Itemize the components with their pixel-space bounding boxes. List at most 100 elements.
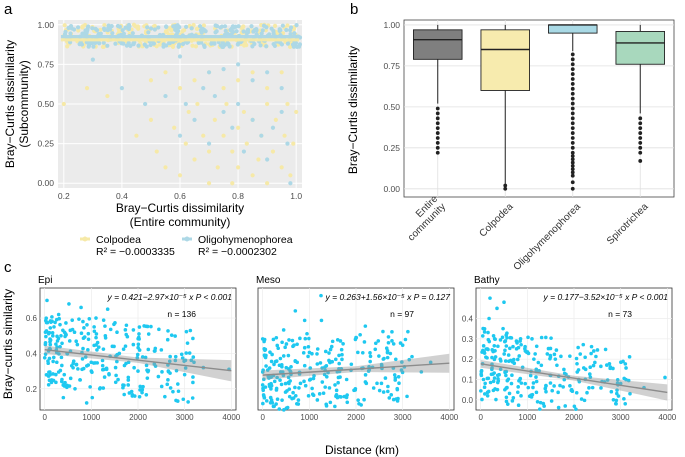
panel-c-point [86,337,91,342]
panel-c-point [345,400,350,405]
panel-c-point [58,322,62,327]
panel-a-point-oligohymenophorea [192,117,197,122]
panel-c-point [590,385,595,390]
panel-c-point [90,395,95,400]
panel-c-x-tick-label: 0 [42,413,47,422]
panel-c-point [322,372,327,377]
panel-c-point [43,318,48,323]
panel-a-point-colpodea [285,23,290,28]
panel-c-point [122,383,126,388]
panel-a-point-oligohymenophorea [250,78,255,83]
panel-c-point [405,394,409,399]
panel-c-x-tick-label: 1000 [300,413,318,422]
panel-c-point [312,373,316,378]
panel-c-point [143,355,148,360]
panel-b-outlier [570,145,575,150]
panel-b-outlier [570,157,575,162]
panel-a-point-oligohymenophorea [148,42,153,48]
panel-c-point [149,324,153,329]
panel-c-point [319,293,323,298]
panel-b-outlier [570,62,575,67]
panel-a-point-oligohymenophorea [117,24,122,29]
panel-c-point [376,339,381,343]
panel-a-point-colpodea [235,165,241,170]
panel-a-point-oligohymenophorea [214,29,219,34]
panel-a-point-oligohymenophorea [152,27,157,32]
panel-a-point-oligohymenophorea [228,27,233,33]
panel-c-point [93,361,97,365]
panel-c-point [568,354,572,358]
panel-c-point [356,398,360,402]
panel-c-point [187,351,192,355]
panel-c-point [562,377,567,382]
panel-c-point [323,385,328,389]
panel-c-point [379,362,384,367]
panel-a-point-oligohymenophorea [171,24,176,29]
panel-a-point-colpodea [224,101,229,107]
panel-a-point-colpodea [230,181,235,186]
panel-c-point [43,330,48,334]
panel-a-point-oligohymenophorea [106,25,111,31]
panel-c-point [511,344,515,349]
panel-c-point [191,336,195,341]
panel-c-point [103,324,107,328]
panel-c-point [72,330,77,335]
panel-c-point [281,354,286,358]
panel-c-point [516,403,521,408]
panel-c-point [282,408,286,412]
panel-c-point [574,407,578,411]
panel-c-point [534,375,538,379]
panel-c-point [492,337,497,341]
panel-c-point [287,381,291,386]
panel-c-point [81,346,85,351]
panel-c-point [281,328,286,332]
panel-c-equation: y = 0.421−2.97×10⁻⁵ x P < 0.001 [107,292,233,302]
panel-c-point [519,394,523,398]
panel-c-point [339,347,344,352]
panel-c-point [50,315,54,319]
panel-c-point [360,350,365,355]
panel-c-point [544,389,548,394]
panel-c-point [512,361,517,366]
panel-c-point [491,349,496,354]
panel-c-point [76,367,80,371]
panel-c-point [320,366,324,370]
panel-c-point [92,329,97,334]
panel-c-point [278,356,283,361]
panel-a-point-colpodea [186,109,191,115]
panel-a-y-tick-label: 0.25 [37,139,54,149]
panel-c-point [54,372,58,377]
panel-c-point [286,375,291,380]
panel-b-outlier [638,141,643,145]
panel-a-point-colpodea [212,117,217,122]
panel-c-point [302,318,307,323]
panel-a-point-oligohymenophorea [126,40,131,46]
panel-c-point [68,376,73,381]
panel-a-point-colpodea [177,173,183,178]
panel-c-point [43,342,48,347]
panel-b-outlier [570,163,575,168]
panel-c-facet-title: Epi [38,275,52,286]
panel-a-point-oligohymenophorea [113,41,118,46]
panel-a-point-oligohymenophorea [146,30,151,35]
panel-a-point-colpodea [182,28,187,33]
panel-c-point [576,345,580,350]
panel-c-point [303,336,308,341]
panel-c-points [260,293,433,412]
panel-c-point [328,400,333,405]
panel-c-y-tick-label: 0.4 [462,315,474,324]
panel-c-point [74,362,79,367]
panel-c-point [60,341,64,346]
panel-b-y-label: Bray−Curtis dissimilarity [346,46,360,174]
panel-c-point [140,355,145,359]
panel-c-point [562,367,566,372]
panel-c-point [136,342,141,347]
panel-c-point [333,383,337,387]
panel-c-point [107,372,111,377]
panel-b-x-tick-label: Colpodea [477,201,515,239]
panel-c-point [171,389,175,394]
panel-c-point [575,361,579,366]
panel-c-x-label: Distance (km) [325,443,399,457]
panel-a-point-oligohymenophorea [235,101,241,107]
panel-c-point [519,381,524,385]
